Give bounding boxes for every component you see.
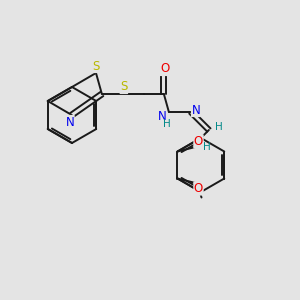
Text: H: H (163, 119, 171, 129)
Text: N: N (65, 116, 74, 128)
Text: O: O (194, 182, 203, 195)
Text: O: O (160, 62, 170, 76)
Text: O: O (194, 135, 203, 148)
Text: N: N (191, 103, 200, 116)
Text: S: S (120, 80, 128, 94)
Text: H: H (202, 142, 210, 152)
Text: H: H (215, 122, 223, 132)
Text: N: N (158, 110, 166, 124)
Text: S: S (92, 59, 100, 73)
